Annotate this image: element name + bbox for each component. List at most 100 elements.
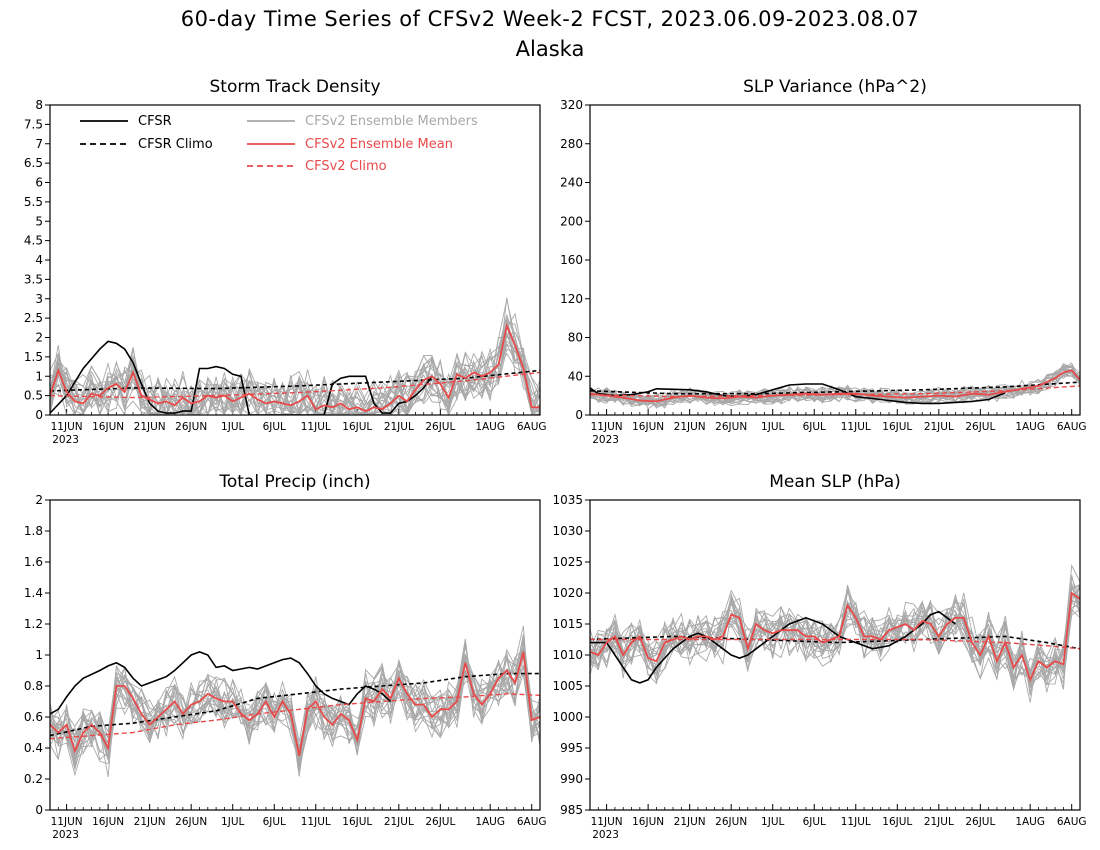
x-tick-label: 21JUN [134,816,166,828]
series-cfsr [590,383,1006,405]
y-tick-label: 2 [35,331,43,345]
series-cfsr [590,610,956,684]
y-tick-label: 0 [575,408,583,422]
y-tick-label: 4 [35,253,43,267]
x-tick-label: 16JUN [632,421,664,433]
x-tick-label: 11JUL [841,816,871,828]
ensemble-member-line [50,314,540,415]
y-tick-label: 160 [560,253,583,267]
legend-cfsv2-climo: CFSv2 Climo [247,159,387,174]
y-tick-label: 3.5 [24,272,43,286]
y-tick-label: 995 [560,741,583,755]
x-tick-label: 26JUN [715,816,747,828]
legend-label: CFSv2 Ensemble Mean [305,137,453,152]
x-tick-label: 6AUG [1057,421,1087,433]
y-tick-label: 120 [560,292,583,306]
x-tick-label: 16JUL [882,421,912,433]
plot-area [590,362,1080,410]
y-tick-label: 0.8 [24,679,43,693]
series-cfsv2-ensemble-mean [50,322,540,413]
series-cfsv2-climo [50,693,540,740]
y-tick-label: 5 [35,214,43,228]
x-tick-label: 16JUN [632,816,664,828]
x-tick-label: 21JUL [384,421,414,433]
x-tick-label: 21JUL [924,816,954,828]
x-tick-label: 26JUL [425,421,455,433]
y-tick-label: 1.5 [24,350,43,364]
panel-title: SLP Variance (hPa^2) [743,77,927,97]
x-tick-label: 1JUL [761,816,784,828]
x-tick-label: 16JUL [882,816,912,828]
ensemble-member-line [590,584,1080,686]
legend: CFSR CFSR Climo CFSv2 Ensemble Members CFSv… [80,114,478,174]
ensemble-member-line [50,322,540,415]
x-tick-label: 6JUL [803,816,826,828]
x-tick-label: 6JUL [263,816,286,828]
x-tick-label: 21JUL [924,421,954,433]
x-tick-label: 21JUN [674,421,706,433]
x-tick-label: 16JUL [342,816,372,828]
series-cfsr-climo [590,381,1080,395]
series-cfsv2-climo [50,371,540,399]
x-tick-label: 1JUL [221,421,244,433]
y-tick-label: 1.6 [24,555,43,569]
legend-cfsr-climo: CFSR Climo [80,137,213,152]
y-tick-label: 6.5 [24,156,43,170]
y-tick-label: 0.5 [24,389,43,403]
x-tick-label: 11JUN [51,421,83,433]
panel-1: Storm Track Density 0 0.5 1 1.5 2 2.5 3 3.5 4 4.5 5… [24,77,547,446]
y-tick-label: 240 [560,176,583,190]
legend-label: CFSv2 Ensemble Members [305,114,478,129]
y-tick-label: 1000 [552,710,583,724]
legend-label: CFSR [138,114,172,129]
panel-frame [49,104,541,416]
series-cfsr-climo [50,672,540,737]
ensemble-member-line [590,601,1080,684]
y-tick-label: 985 [560,803,583,817]
x-tick-label: 1AUG [475,421,505,433]
series-cfsr [50,651,392,715]
y-tick-label: 1.4 [24,586,43,600]
y-tick-label: 7 [35,137,43,151]
legend-ensemble-members: CFSv2 Ensemble Members [247,114,478,129]
series-cfsr-climo [590,635,1080,650]
y-tick-label: 8 [35,98,43,112]
series-cfsr [50,340,433,415]
ensemble-member-line [50,297,540,415]
y-tick-label: 1 [35,648,43,662]
y-tick-label: 1.8 [24,524,43,538]
y-tick-label: 0 [35,408,43,422]
x-tick-label: 6AUG [517,421,547,433]
x-tick-label: 26JUN [175,421,207,433]
x-tick-label: 16JUL [342,421,372,433]
x-tick-label: 6JUL [263,421,286,433]
x-tick-label: 26JUN [715,421,747,433]
panel-title: Mean SLP (hPa) [769,472,901,492]
x-tick-label: 1JUL [221,816,244,828]
y-tick-label: 4.5 [24,234,43,248]
plot-area [590,563,1080,703]
panel-4: Mean SLP (hPa) 985 990 995 1000 1005 1010 1015 1… [552,472,1086,841]
panel-frame [589,104,1081,416]
panel-2: SLP Variance (hPa^2) 0 40 80 120 160 200 240 280… [560,77,1086,446]
y-tick-label: 1030 [552,524,583,538]
panel-3: Total Precip (inch) 0 0.2 0.4 0.6 0.8 1 1.2 1.4 1… [24,472,547,841]
x-tick-label: 6JUL [803,421,826,433]
series-cfsv2-climo [590,638,1080,650]
y-tick-label: 320 [560,98,583,112]
panel-title: Total Precip (inch) [218,472,370,492]
x-tick-label: 26JUL [965,421,995,433]
x-tick-label: 11JUN [591,816,623,828]
x-tick-label: 16JUN [92,816,124,828]
x-tick-label: 21JUN [134,421,166,433]
figure-subtitle: Alaska [516,37,585,61]
y-tick-label: 1.2 [24,617,43,631]
y-tick-label: 1 [35,369,43,383]
y-tick-label: 40 [568,369,583,383]
y-tick-label: 2.5 [24,311,43,325]
legend-ensemble-mean: CFSv2 Ensemble Mean [247,137,453,152]
y-tick-label: 990 [560,772,583,786]
legend-label: CFSR Climo [138,137,213,152]
series-cfsv2-climo [590,385,1080,398]
